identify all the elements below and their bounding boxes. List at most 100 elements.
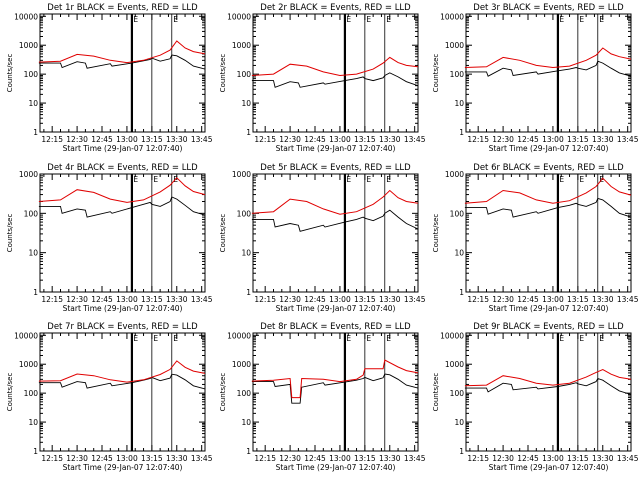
x-tick-label: 12:30 xyxy=(279,135,301,144)
x-tick-label: 12:30 xyxy=(492,295,514,304)
y-tick-label: 1000 xyxy=(19,360,38,369)
y-tick-label: 1 xyxy=(33,288,38,297)
interval-marker: E xyxy=(153,175,158,184)
y-tick-label: 10 xyxy=(28,99,38,108)
interval-marker: E xyxy=(579,175,584,184)
x-tick-label: 12:30 xyxy=(279,295,301,304)
panel-title: Det 3r BLACK = Events, RED = LLD xyxy=(473,3,624,13)
x-tick-label: 13:30 xyxy=(379,135,401,144)
y-tick-label: 10000 xyxy=(227,331,251,340)
y-tick-label: 1 xyxy=(459,288,464,297)
interval-marker: E xyxy=(153,334,158,343)
y-tick-label: 10000 xyxy=(14,12,38,21)
interval-marker: E xyxy=(579,15,584,24)
panel-title: Det 2r BLACK = Events, RED = LLD xyxy=(260,3,411,13)
x-tick-label: 12:45 xyxy=(517,135,539,144)
plot-frame xyxy=(39,332,206,452)
detector-panel: Det 3r BLACK = Events, RED = LLD E E E 1 10 10… xyxy=(432,3,639,153)
interval-marker: E xyxy=(366,334,371,343)
interval-marker: E xyxy=(386,15,391,24)
interval-marker: E xyxy=(559,175,564,184)
lld-series-line xyxy=(464,369,632,387)
lld-series-line xyxy=(38,360,206,383)
lld-series-line xyxy=(38,40,206,64)
y-tick-label: 1000 xyxy=(232,360,251,369)
interval-marker: E xyxy=(559,15,564,24)
x-tick-label: 13:45 xyxy=(191,295,213,304)
x-tick-label: 13:45 xyxy=(617,295,639,304)
interval-marker: E xyxy=(173,334,178,343)
x-tick-label: 13:15 xyxy=(141,295,163,304)
y-axis-label: Counts/sec xyxy=(432,214,440,253)
x-tick-label: 13:30 xyxy=(379,454,401,463)
x-tick-label: 13:30 xyxy=(592,295,614,304)
y-tick-label: 10 xyxy=(28,418,38,427)
interval-marker: E xyxy=(133,175,138,184)
x-axis-label: Start Time (29-Jan-07 12:07:40) xyxy=(63,144,183,153)
plot-frame xyxy=(39,13,206,133)
x-axis-label: Start Time (29-Jan-07 12:07:40) xyxy=(276,144,396,153)
detector-panel: Det 9r BLACK = Events, RED = LLD E E E 1 10 10… xyxy=(432,322,639,472)
x-tick-label: 13:30 xyxy=(379,295,401,304)
x-tick-label: 13:15 xyxy=(354,454,376,463)
interval-marker: E xyxy=(386,175,391,184)
plot-frame xyxy=(252,332,419,452)
y-tick-label: 100 xyxy=(237,389,252,398)
y-tick-label: 1 xyxy=(459,128,464,137)
y-tick-label: 10 xyxy=(28,249,38,258)
panel-title: Det 7r BLACK = Events, RED = LLD xyxy=(47,322,198,332)
x-axis-label: Start Time (29-Jan-07 12:07:40) xyxy=(63,463,183,472)
y-tick-label: 10000 xyxy=(14,331,38,340)
y-tick-label: 1 xyxy=(33,128,38,137)
x-tick-label: 13:30 xyxy=(166,135,188,144)
detector-panel: Det 1r BLACK = Events, RED = LLD E E 1 10 100… xyxy=(6,3,213,153)
x-tick-label: 13:15 xyxy=(141,135,163,144)
panel-title: Det 5r BLACK = Events, RED = LLD xyxy=(260,163,411,173)
x-tick-label: 13:15 xyxy=(141,454,163,463)
y-tick-label: 1 xyxy=(246,447,251,456)
lld-series-line xyxy=(251,189,419,215)
lld-series-line xyxy=(464,47,632,69)
x-tick-label: 12:45 xyxy=(91,454,113,463)
panel-title: Det 8r BLACK = Events, RED = LLD xyxy=(260,322,411,332)
x-tick-label: 13:45 xyxy=(404,135,426,144)
x-tick-label: 12:15 xyxy=(254,454,276,463)
y-tick-label: 1 xyxy=(246,128,251,137)
interval-marker: E xyxy=(366,15,371,24)
interval-marker: E xyxy=(133,15,138,24)
y-tick-label: 1 xyxy=(33,447,38,456)
y-tick-label: 1 xyxy=(459,447,464,456)
events-series-line xyxy=(251,209,419,232)
x-tick-label: 12:45 xyxy=(91,135,113,144)
interval-marker: E xyxy=(133,334,138,343)
y-tick-label: 10 xyxy=(241,418,251,427)
x-tick-label: 12:15 xyxy=(254,295,276,304)
x-tick-label: 13:00 xyxy=(116,135,138,144)
y-tick-label: 10 xyxy=(241,249,251,258)
events-series-line xyxy=(251,72,419,88)
y-tick-label: 100 xyxy=(450,389,465,398)
x-tick-label: 13:15 xyxy=(354,135,376,144)
events-series-line xyxy=(251,373,419,404)
y-tick-label: 10000 xyxy=(440,12,464,21)
x-tick-label: 12:15 xyxy=(41,454,63,463)
y-tick-label: 100 xyxy=(450,209,465,218)
x-tick-label: 12:30 xyxy=(66,454,88,463)
panel-title: Det 1r BLACK = Events, RED = LLD xyxy=(47,3,198,13)
x-tick-label: 13:45 xyxy=(191,135,213,144)
events-series-line xyxy=(464,197,632,218)
y-tick-label: 10000 xyxy=(227,12,251,21)
y-axis-label: Counts/sec xyxy=(6,373,14,412)
events-series-line xyxy=(38,196,206,218)
x-tick-label: 13:30 xyxy=(592,454,614,463)
interval-marker: E xyxy=(599,15,604,24)
plot-frame xyxy=(252,173,419,293)
lld-series-line xyxy=(251,56,419,77)
x-tick-label: 12:45 xyxy=(304,454,326,463)
x-tick-label: 12:45 xyxy=(517,454,539,463)
interval-marker: E xyxy=(579,334,584,343)
lld-series-line xyxy=(251,359,419,399)
y-tick-label: 1000 xyxy=(232,170,251,179)
